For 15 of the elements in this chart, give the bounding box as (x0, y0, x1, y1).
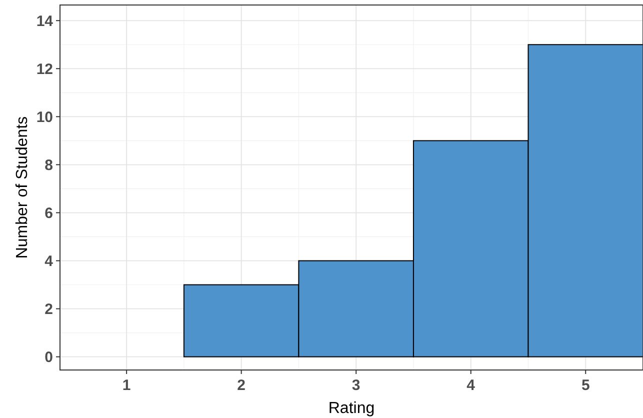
x-tick-label: 2 (237, 377, 246, 394)
y-tick-label: 14 (36, 12, 54, 30)
y-tick-label: 10 (36, 108, 53, 126)
y-tick-label: 8 (44, 156, 53, 174)
x-tick-label: 5 (581, 377, 590, 394)
y-tick-label: 0 (44, 349, 53, 366)
y-tick-label: 2 (44, 301, 53, 318)
x-tick-label: 4 (466, 377, 476, 394)
y-tick-label: 12 (36, 60, 53, 78)
x-axis-title: Rating (328, 400, 375, 417)
x-tick-label: 3 (352, 377, 360, 394)
y-tick-label: 6 (44, 204, 53, 222)
y-tick-label: 4 (44, 252, 54, 270)
x-tick-label: 1 (122, 377, 131, 394)
y-axis-title: Number of Students (14, 116, 31, 259)
